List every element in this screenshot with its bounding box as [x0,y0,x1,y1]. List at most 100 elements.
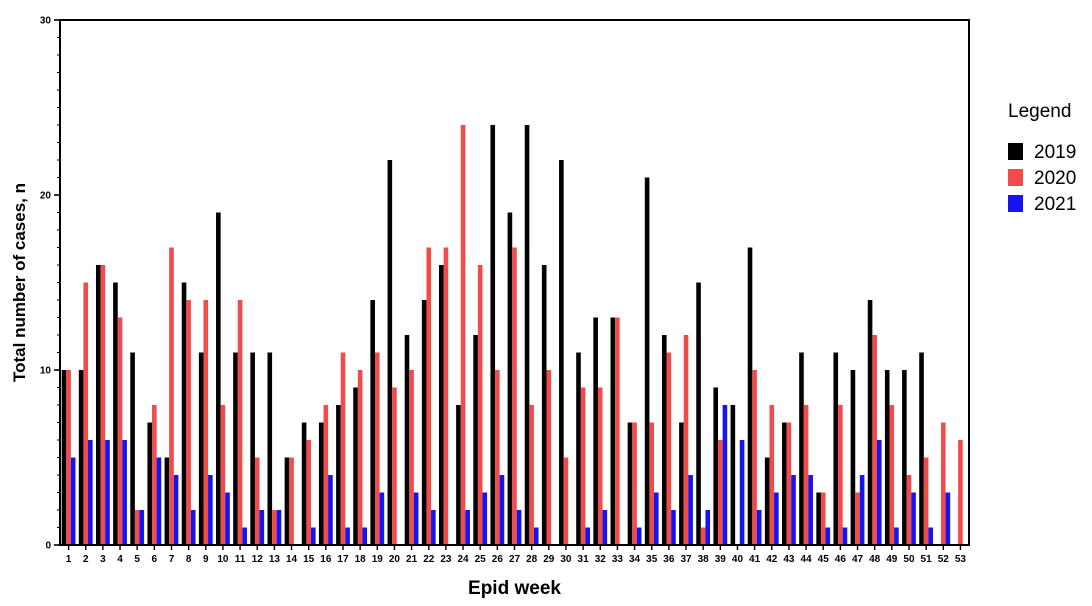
bar-2020-week-17 [340,352,346,545]
x-tick-label: 44 [801,554,813,565]
x-tick-label: 20 [389,554,401,565]
x-tick-label: 11 [235,554,246,565]
x-tick-label: 46 [835,554,847,565]
bar-2020-week-41 [752,370,757,545]
bar-2021-week-42 [774,492,779,545]
bar-2020-week-25 [477,265,483,545]
bar-2019-week-26 [490,125,496,545]
bar-2020-week-8 [186,300,191,545]
bar-2019-week-45 [816,492,821,545]
bars-layer [61,125,963,545]
bar-2019-week-48 [867,300,873,545]
bar-2021-week-46 [842,527,848,545]
x-tick-label: 29 [543,554,555,565]
x-tick-label: 40 [732,554,744,565]
bar-2020-week-29 [546,370,552,545]
bar-2021-week-35 [654,492,659,545]
x-tick-label: 32 [595,554,607,565]
bar-2020-week-51 [923,457,929,545]
bar-2020-week-35 [649,422,655,545]
bar-2021-week-3 [105,440,110,545]
bar-2021-week-12 [259,510,265,545]
x-tick-label: 49 [886,554,898,565]
bar-2019-week-44 [799,352,804,545]
y-tick-label: 0 [45,541,51,552]
x-tick-label: 9 [203,554,209,565]
x-tick-label: 26 [492,554,504,565]
x-tick-label: 2 [83,554,89,565]
x-tick-label: 47 [852,554,864,565]
bar-2019-week-12 [250,352,255,545]
bar-2019-week-32 [593,317,598,545]
bar-2019-week-14 [284,457,290,545]
bar-2019-week-23 [439,265,444,545]
bar-2020-week-27 [512,247,517,545]
x-tick-label: 25 [475,554,487,565]
bar-2019-week-28 [524,125,530,545]
bar-2020-week-46 [838,405,843,545]
bar-2020-week-21 [409,370,414,545]
x-tick-label: 10 [217,554,229,565]
bar-2019-week-50 [902,370,907,545]
legend-swatch-2021 [1008,195,1023,212]
bar-2020-week-11 [237,300,243,545]
bar-2020-week-7 [169,247,174,545]
x-tick-label: 12 [252,554,264,565]
bar-2020-week-28 [529,405,534,545]
bar-2020-week-18 [357,370,363,545]
bar-2020-week-52 [940,422,946,545]
bar-2020-week-16 [323,405,329,545]
x-tick-label: 38 [698,554,710,565]
legend-swatch-2019 [1008,143,1023,160]
bar-2019-week-36 [661,335,667,545]
bar-2020-week-3 [100,265,106,545]
x-tick-label: 27 [509,554,521,565]
bar-2019-week-6 [147,422,153,545]
bar-2020-week-37 [683,335,689,545]
x-tick-label: 6 [152,554,158,565]
bar-2019-week-47 [850,370,856,545]
bar-2021-week-32 [602,510,608,545]
bar-2020-week-32 [597,387,603,545]
bar-2019-week-46 [833,352,839,545]
bar-2020-week-48 [872,335,877,545]
bar-2019-week-18 [353,387,358,545]
x-tick-label: 28 [526,554,538,565]
bar-2019-week-35 [644,177,650,545]
y-tick-label: 10 [40,366,52,377]
y-axis-title: Total number of cases, n [10,183,29,382]
bar-2020-week-9 [203,300,209,545]
bar-2019-week-24 [456,405,461,545]
bar-2020-week-13 [272,510,277,545]
bar-2021-week-31 [585,527,590,545]
bar-2021-week-52 [945,492,951,545]
bar-2020-week-30 [563,457,569,545]
bar-2020-week-45 [820,492,826,545]
bar-2021-week-19 [379,492,385,545]
y-tick-label: 30 [40,16,52,27]
x-tick-label: 16 [320,554,332,565]
bar-2021-week-18 [362,527,368,545]
bar-2020-week-49 [889,405,895,545]
bar-2021-week-26 [499,475,505,545]
bar-2020-week-2 [83,282,89,545]
bar-2019-week-11 [233,352,238,545]
bar-2019-week-5 [130,352,135,545]
bar-2021-week-4 [122,440,127,545]
bar-2020-week-42 [769,405,775,545]
legend-title: Legend [1008,101,1071,122]
x-tick-label: 48 [869,554,881,565]
bar-2019-week-17 [336,405,341,545]
bar-2020-week-24 [460,125,466,545]
bar-2021-week-36 [671,510,676,545]
bar-2021-week-15 [310,527,316,545]
bar-2021-week-49 [894,527,899,545]
bar-2019-week-21 [404,335,410,545]
x-tick-label: 5 [134,554,140,565]
bar-2021-week-2 [88,440,93,545]
x-tick-label: 34 [629,554,641,565]
legend-swatch-2020 [1008,169,1023,186]
bar-2021-week-45 [825,527,831,545]
